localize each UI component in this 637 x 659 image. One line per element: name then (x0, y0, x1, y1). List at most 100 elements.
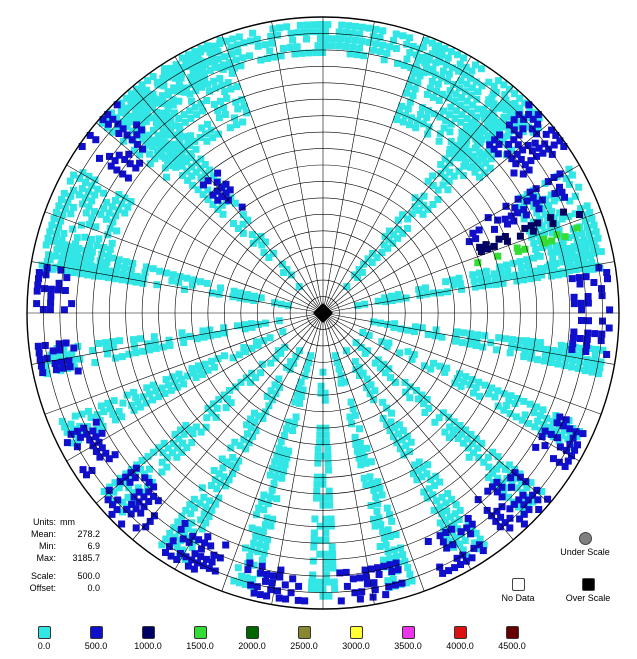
heat-cell (513, 150, 521, 158)
heat-cell (152, 387, 160, 395)
heat-cell (493, 478, 501, 486)
heat-cell (239, 211, 247, 219)
heat-cell (441, 164, 449, 172)
heat-cell (124, 493, 132, 501)
heat-cell (457, 136, 465, 144)
heat-cell (590, 279, 598, 286)
heat-cell (574, 261, 582, 269)
heat-cell (322, 529, 330, 537)
heat-cell (575, 245, 583, 252)
heat-cell (202, 423, 210, 431)
heat-cell (133, 131, 141, 139)
heat-cell (239, 220, 247, 228)
heat-cell (169, 373, 177, 381)
heat-cell (268, 579, 276, 587)
heat-cell (273, 451, 281, 459)
heat-cell (54, 286, 62, 294)
heat-cell (106, 267, 114, 275)
heat-cell (159, 92, 166, 100)
center-over-scale-marker (313, 303, 333, 323)
heat-cell (500, 81, 508, 89)
heat-cell (265, 402, 273, 410)
grid-spoke (132, 86, 324, 314)
heat-cell (606, 306, 614, 314)
heat-cell (564, 342, 572, 350)
heat-cell (540, 235, 548, 243)
heat-cell (181, 118, 189, 126)
heat-cell (249, 433, 256, 441)
heat-cell (150, 333, 158, 341)
heat-cell (200, 181, 207, 189)
heat-cell (123, 119, 131, 126)
heat-cell (124, 203, 132, 211)
heat-cell (250, 589, 258, 597)
heat-cell (468, 376, 476, 383)
heat-cell (55, 223, 62, 231)
heat-cell (240, 102, 248, 110)
heat-cell (312, 49, 320, 57)
heat-cell (87, 235, 95, 243)
heat-cell (285, 447, 293, 455)
heat-cell (595, 370, 603, 378)
heat-cell (563, 253, 571, 261)
heat-cell (457, 77, 465, 85)
heat-cell (33, 300, 41, 308)
heat-cell (144, 131, 152, 139)
heat-cell (511, 90, 519, 98)
heat-cell (230, 287, 238, 295)
heat-cell (115, 484, 123, 492)
heat-cell (485, 463, 493, 471)
heat-cell (131, 474, 139, 482)
heat-cell (440, 124, 448, 132)
heat-cell (386, 511, 393, 519)
heat-cell (280, 432, 288, 439)
heat-cell (198, 371, 206, 378)
heat-cell (116, 478, 124, 486)
heat-cell (464, 515, 472, 522)
heat-cell (363, 580, 371, 588)
heat-cell (222, 482, 230, 490)
heat-cell (222, 37, 230, 45)
heat-cell (238, 96, 246, 104)
heat-cell (559, 258, 567, 266)
heat-cell (480, 541, 488, 549)
heat-cell (406, 383, 414, 391)
heat-cell (246, 52, 253, 60)
heat-cell (165, 141, 173, 149)
heat-cell (578, 230, 586, 237)
heat-cell (467, 131, 475, 139)
heat-cell (523, 256, 531, 264)
heat-cell (415, 56, 423, 64)
heat-cell (244, 216, 252, 224)
heat-cell (529, 491, 537, 499)
heat-cell (76, 355, 84, 363)
heat-cell (434, 186, 442, 194)
heat-cell (465, 340, 473, 348)
heat-cell (267, 387, 275, 395)
heat-cell (527, 275, 535, 283)
heat-cell (368, 259, 376, 266)
heat-cell (316, 431, 324, 439)
heat-cell (142, 118, 150, 126)
heat-cell (171, 140, 179, 148)
heat-cell (574, 365, 582, 372)
heat-cell (573, 433, 581, 441)
heat-cell (384, 577, 392, 585)
heat-cell (356, 425, 363, 433)
heat-cell (136, 403, 144, 411)
heat-cell (394, 225, 402, 233)
heat-cell (516, 232, 524, 240)
heat-cell (434, 80, 442, 88)
heat-cell (155, 393, 163, 401)
heat-cell (261, 238, 269, 246)
heat-cell (570, 328, 578, 336)
heat-cell (94, 185, 102, 193)
heat-cell (338, 21, 346, 29)
heat-cell (245, 439, 253, 447)
heat-cell (494, 252, 502, 260)
heat-cell (484, 487, 492, 495)
heat-cell (162, 535, 170, 543)
heat-cell (354, 302, 362, 310)
heat-cell (260, 337, 268, 345)
heat-cell (165, 381, 173, 389)
